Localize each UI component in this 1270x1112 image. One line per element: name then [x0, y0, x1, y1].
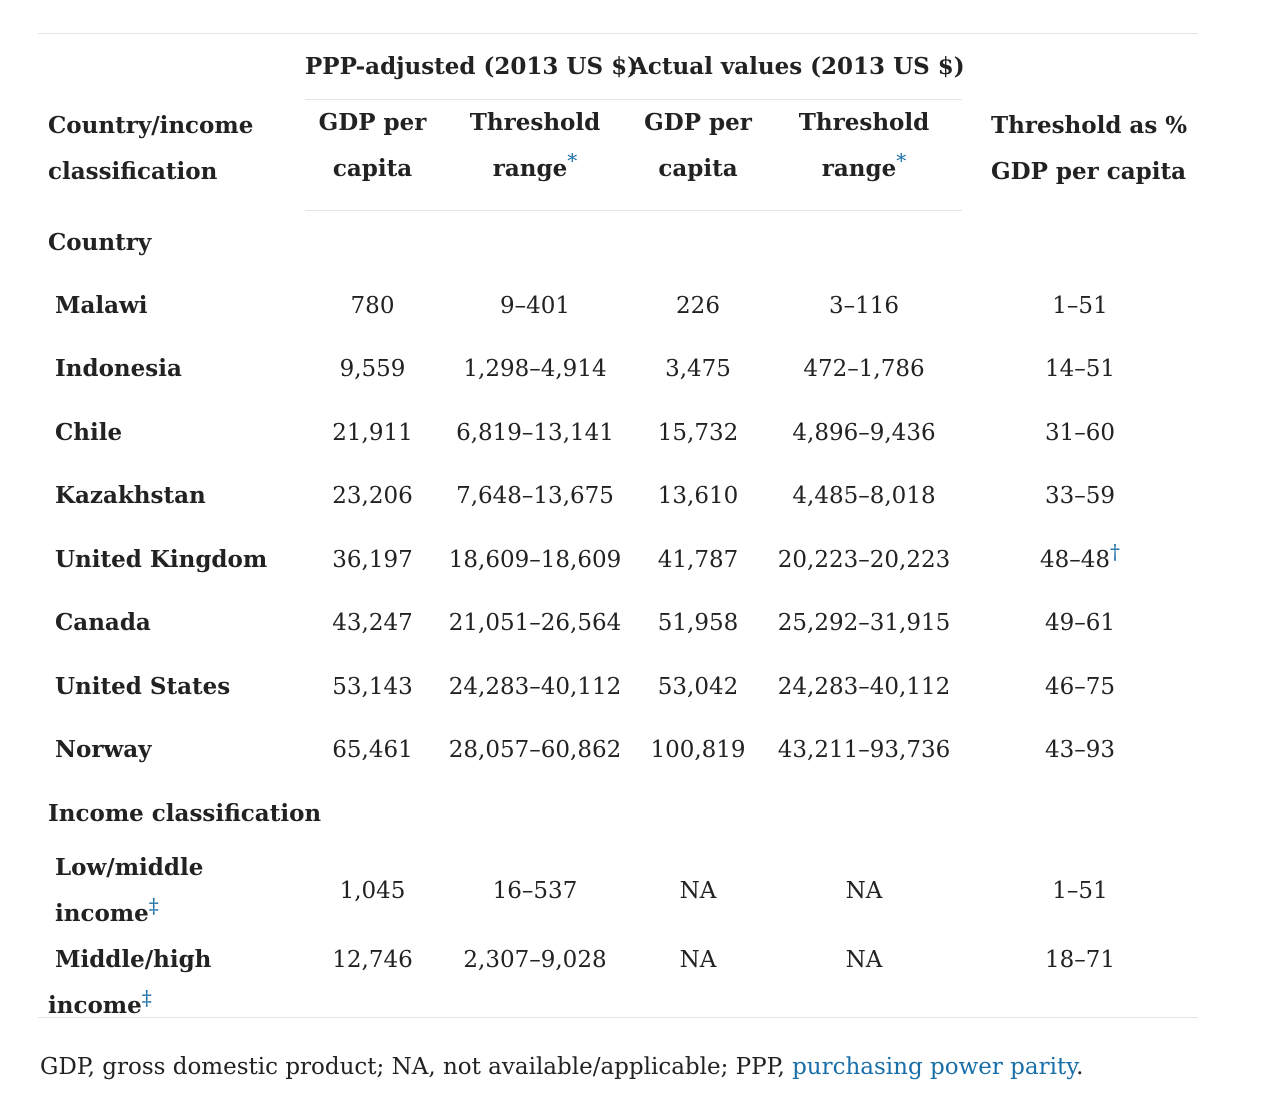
- dagger-footnote-link[interactable]: †: [1110, 539, 1121, 564]
- ppp-threshold-cell: 1,298–4,914: [463, 356, 607, 383]
- actual-threshold-cell: 20,223–20,223: [777, 546, 951, 573]
- purchasing-power-parity-link[interactable]: purchasing power parity: [792, 1054, 1077, 1080]
- actual-threshold-cell: 24,283–40,112: [777, 673, 951, 700]
- actual-gdp-cell: 100,819: [650, 737, 746, 764]
- country-name: Malawi: [55, 291, 148, 319]
- table-row: United Kingdom 36,197 18,609–18,609 41,7…: [38, 528, 1198, 592]
- double-dagger-footnote-link[interactable]: ‡: [141, 985, 152, 1010]
- ppp-gdp-cell: 21,911: [332, 419, 413, 446]
- actual-gdp-column-header: GDP per capita: [630, 99, 766, 211]
- ppp-threshold-cell: 16–537: [492, 878, 578, 904]
- table-row: United States 53,143 24,283–40,112 53,04…: [38, 655, 1198, 719]
- actual-gdp-cell: 15,732: [657, 419, 739, 446]
- threshold-percent-cell: 14–51: [1044, 356, 1116, 383]
- threshold-percent-cell: 48–48†: [1039, 539, 1121, 573]
- country-column-header: Country/income classification: [48, 111, 254, 185]
- ppp-threshold-cell: 2,307–9,028: [463, 947, 607, 973]
- income-class-name: Low/middle income‡: [55, 854, 204, 927]
- country-name: Chile: [55, 418, 123, 446]
- ppp-threshold-column-header: Threshold range*: [440, 99, 630, 211]
- ppp-adjusted-group-header: PPP-adjusted (2013 US $): [305, 34, 638, 100]
- double-dagger-footnote-link[interactable]: ‡: [148, 893, 159, 918]
- empty-header-cell: [962, 34, 1198, 100]
- threshold-percent-cell: 33–59: [1044, 483, 1116, 510]
- threshold-percent-cell: 43–93: [1044, 737, 1116, 764]
- table-row: Kazakhstan 23,206 7,648–13,675 13,610 4,…: [38, 465, 1198, 529]
- section-label: Country: [48, 228, 152, 256]
- asterisk-footnote-link[interactable]: *: [896, 148, 907, 173]
- ppp-gdp-cell: 9,559: [339, 356, 406, 383]
- country-name: Kazakhstan: [55, 482, 206, 510]
- ppp-threshold-cell: 6,819–13,141: [456, 419, 614, 446]
- country-name: Norway: [55, 736, 152, 764]
- asterisk-footnote-link[interactable]: *: [567, 148, 578, 173]
- actual-threshold-cell: 472–1,786: [803, 356, 925, 383]
- section-row-income: Income classification: [38, 782, 1198, 845]
- table-row: Middle/high income‡ 12,746 2,307–9,028 N…: [38, 937, 1198, 1029]
- actual-gdp-cell: 226: [676, 292, 720, 319]
- ppp-gdp-cell: 65,461: [332, 737, 413, 764]
- actual-values-group-header: Actual values (2013 US $): [630, 34, 965, 100]
- actual-gdp-cell: NA: [679, 878, 717, 904]
- country-name: Indonesia: [55, 355, 182, 383]
- threshold-percent-cell: 18–71: [1044, 947, 1116, 973]
- country-name: United Kingdom: [55, 545, 268, 573]
- threshold-percent-cell: 46–75: [1044, 673, 1116, 700]
- threshold-percent-column-header: Threshold as % GDP per capita: [991, 111, 1188, 185]
- actual-gdp-cell: 13,610: [657, 483, 739, 510]
- actual-gdp-cell: 51,958: [657, 610, 739, 637]
- actual-threshold-column-header: Threshold range*: [766, 99, 962, 211]
- income-class-name: Middle/high income‡: [48, 946, 212, 1019]
- section-label: Income classification: [48, 799, 322, 827]
- actual-gdp-cell: 3,475: [665, 356, 731, 383]
- ppp-gdp-cell: 1,045: [339, 878, 406, 904]
- ppp-gdp-column-header: GDP per capita: [305, 99, 440, 211]
- actual-threshold-cell: NA: [845, 947, 883, 973]
- group-header-row: PPP-adjusted (2013 US $) Actual values (…: [38, 34, 1198, 100]
- ppp-gdp-cell: 53,143: [332, 673, 413, 700]
- threshold-percent-cell: 1–51: [1052, 878, 1108, 904]
- threshold-percent-cell: 1–51: [1052, 292, 1108, 319]
- ppp-gdp-cell: 43,247: [332, 610, 413, 637]
- actual-gdp-cell: NA: [679, 947, 717, 973]
- ppp-threshold-cell: 28,057–60,862: [448, 737, 622, 764]
- empty-header-cell: [38, 34, 305, 100]
- actual-threshold-cell: 3–116: [828, 292, 900, 319]
- actual-threshold-cell: 43,211–93,736: [777, 737, 951, 764]
- actual-threshold-cell: 4,485–8,018: [792, 483, 936, 510]
- ppp-threshold-cell: 24,283–40,112: [448, 673, 622, 700]
- actual-threshold-cell: NA: [845, 878, 883, 904]
- ppp-gdp-cell: 36,197: [332, 546, 413, 573]
- threshold-percent-cell: 31–60: [1044, 419, 1116, 446]
- actual-threshold-cell: 4,896–9,436: [792, 419, 936, 446]
- table-row: Malawi 780 9–401 226 3–116 1–51: [38, 274, 1198, 338]
- ppp-threshold-cell: 9–401: [499, 292, 571, 319]
- actual-threshold-cell: 25,292–31,915: [777, 610, 951, 637]
- table-top-rule: [38, 33, 1198, 34]
- section-row-country: Country: [38, 211, 1198, 275]
- actual-gdp-cell: 53,042: [657, 673, 739, 700]
- table-row: Canada 43,247 21,051–26,564 51,958 25,29…: [38, 592, 1198, 656]
- column-header-row: Country/income classification GDP per ca…: [38, 99, 1198, 211]
- ppp-threshold-cell: 21,051–26,564: [448, 610, 622, 637]
- table-row: Norway 65,461 28,057–60,862 100,819 43,2…: [38, 719, 1198, 783]
- ppp-threshold-cell: 18,609–18,609: [448, 546, 622, 573]
- ppp-gdp-cell: 12,746: [332, 947, 413, 973]
- table-bottom-rule: [38, 1017, 1198, 1018]
- ppp-gdp-cell: 23,206: [332, 483, 413, 510]
- ppp-gdp-cell: 780: [350, 292, 395, 319]
- ppp-threshold-cell: 7,648–13,675: [456, 483, 614, 510]
- country-name: Canada: [55, 609, 151, 637]
- threshold-percent-cell: 49–61: [1044, 610, 1116, 637]
- table-row: Chile 21,911 6,819–13,141 15,732 4,896–9…: [38, 401, 1198, 465]
- table-footnote: GDP, gross domestic product; NA, not ava…: [40, 1054, 1084, 1080]
- threshold-table: PPP-adjusted (2013 US $) Actual values (…: [38, 34, 1198, 1029]
- country-name: United States: [55, 672, 231, 700]
- table-row: Low/middle income‡ 1,045 16–537 NA NA 1–…: [38, 845, 1198, 937]
- table-row: Indonesia 9,559 1,298–4,914 3,475 472–1,…: [38, 338, 1198, 402]
- actual-gdp-cell: 41,787: [657, 546, 739, 573]
